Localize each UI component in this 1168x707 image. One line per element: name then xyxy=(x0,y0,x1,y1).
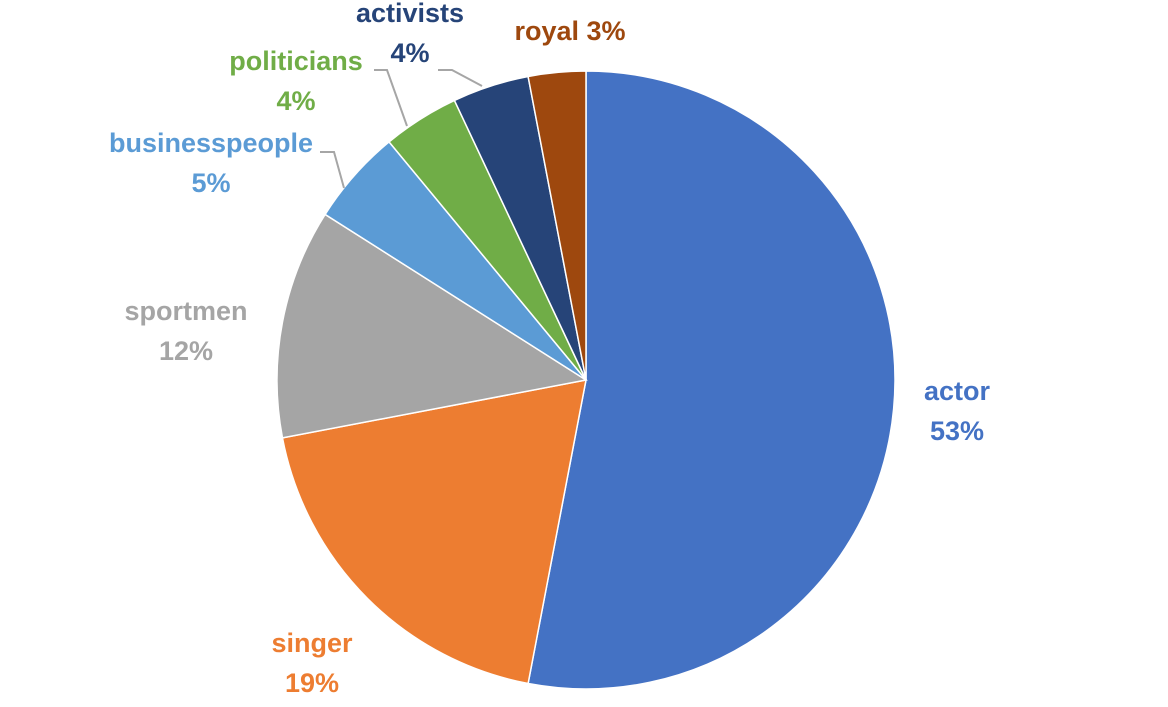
leader-line-activists xyxy=(438,69,483,87)
data-label-name-activists: activists xyxy=(356,0,464,28)
data-label-name-politicians: politicians xyxy=(229,46,363,76)
data-label-name-businesspeople: businesspeople xyxy=(109,128,313,158)
leader-line-politicians xyxy=(374,69,408,127)
data-label-value-activists: 4% xyxy=(390,38,429,68)
data-label-value-sportmen: 12% xyxy=(159,336,213,366)
data-labels: actor 53% singer 19% sportmen 12% businesspeop… xyxy=(109,0,991,698)
pie-slice-singer xyxy=(281,379,587,685)
pie-slice-royal xyxy=(527,70,587,381)
data-label-value-actor: 53% xyxy=(930,416,984,446)
pie-slice-actor xyxy=(527,70,896,690)
pie-slice-sportmen xyxy=(276,213,589,439)
data-label-value-singer: 19% xyxy=(285,668,339,698)
leader-line-businesspeople xyxy=(320,151,345,189)
pie-slices xyxy=(276,70,896,690)
data-label-value-businesspeople: 5% xyxy=(191,168,230,198)
data-label-name-singer: singer xyxy=(271,628,353,658)
data-label-value-politicians: 4% xyxy=(276,86,315,116)
data-label-name-actor: actor xyxy=(924,376,991,406)
data-label-name-sportmen: sportmen xyxy=(124,296,247,326)
leader-lines xyxy=(320,69,483,189)
data-label-royal: royal 3% xyxy=(514,16,625,46)
